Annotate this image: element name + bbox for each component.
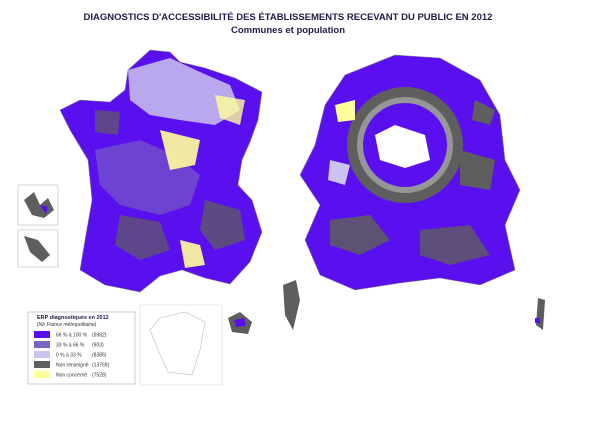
insets-left: [17, 184, 59, 268]
legend-count: (903): [92, 343, 104, 349]
legend-label: Non renseigné: [56, 363, 89, 369]
legend-swatch: [34, 351, 50, 358]
legend-label: 66 % à 100 %: [56, 333, 88, 339]
legend-swatch: [34, 331, 50, 338]
legend-items: 66 % à 100 % (5982) 33 % à 66 % (903) 0 % à …: [34, 331, 110, 379]
legend-count: (7528): [92, 373, 107, 379]
insets-bottom: [139, 304, 252, 386]
france-map: [59, 49, 263, 293]
legend-count: (13769): [92, 363, 110, 369]
title: DIAGNOSTICS D'ACCESSIBILITÉ DES ÉTABLISS…: [84, 12, 493, 23]
legend-swatch: [34, 341, 50, 348]
legend-swatch: [34, 361, 50, 368]
cartogram: [283, 54, 545, 330]
legend: ERP diagnostiqués en 2012 (Nb France mét…: [27, 311, 136, 385]
legend-label: Non concerné: [56, 373, 87, 379]
legend-swatch: [34, 371, 50, 378]
legend-label: 0 % à 33 %: [56, 353, 82, 359]
legend-count: (5982): [92, 333, 107, 339]
legend-title: ERP diagnostiqués en 2012: [37, 315, 109, 321]
subtitle: Communes et population: [231, 25, 345, 36]
legend-subtitle: (Nb France métropolitaine): [37, 322, 97, 328]
legend-count: (8385): [92, 353, 107, 359]
legend-label: 33 % à 66 %: [56, 343, 85, 349]
